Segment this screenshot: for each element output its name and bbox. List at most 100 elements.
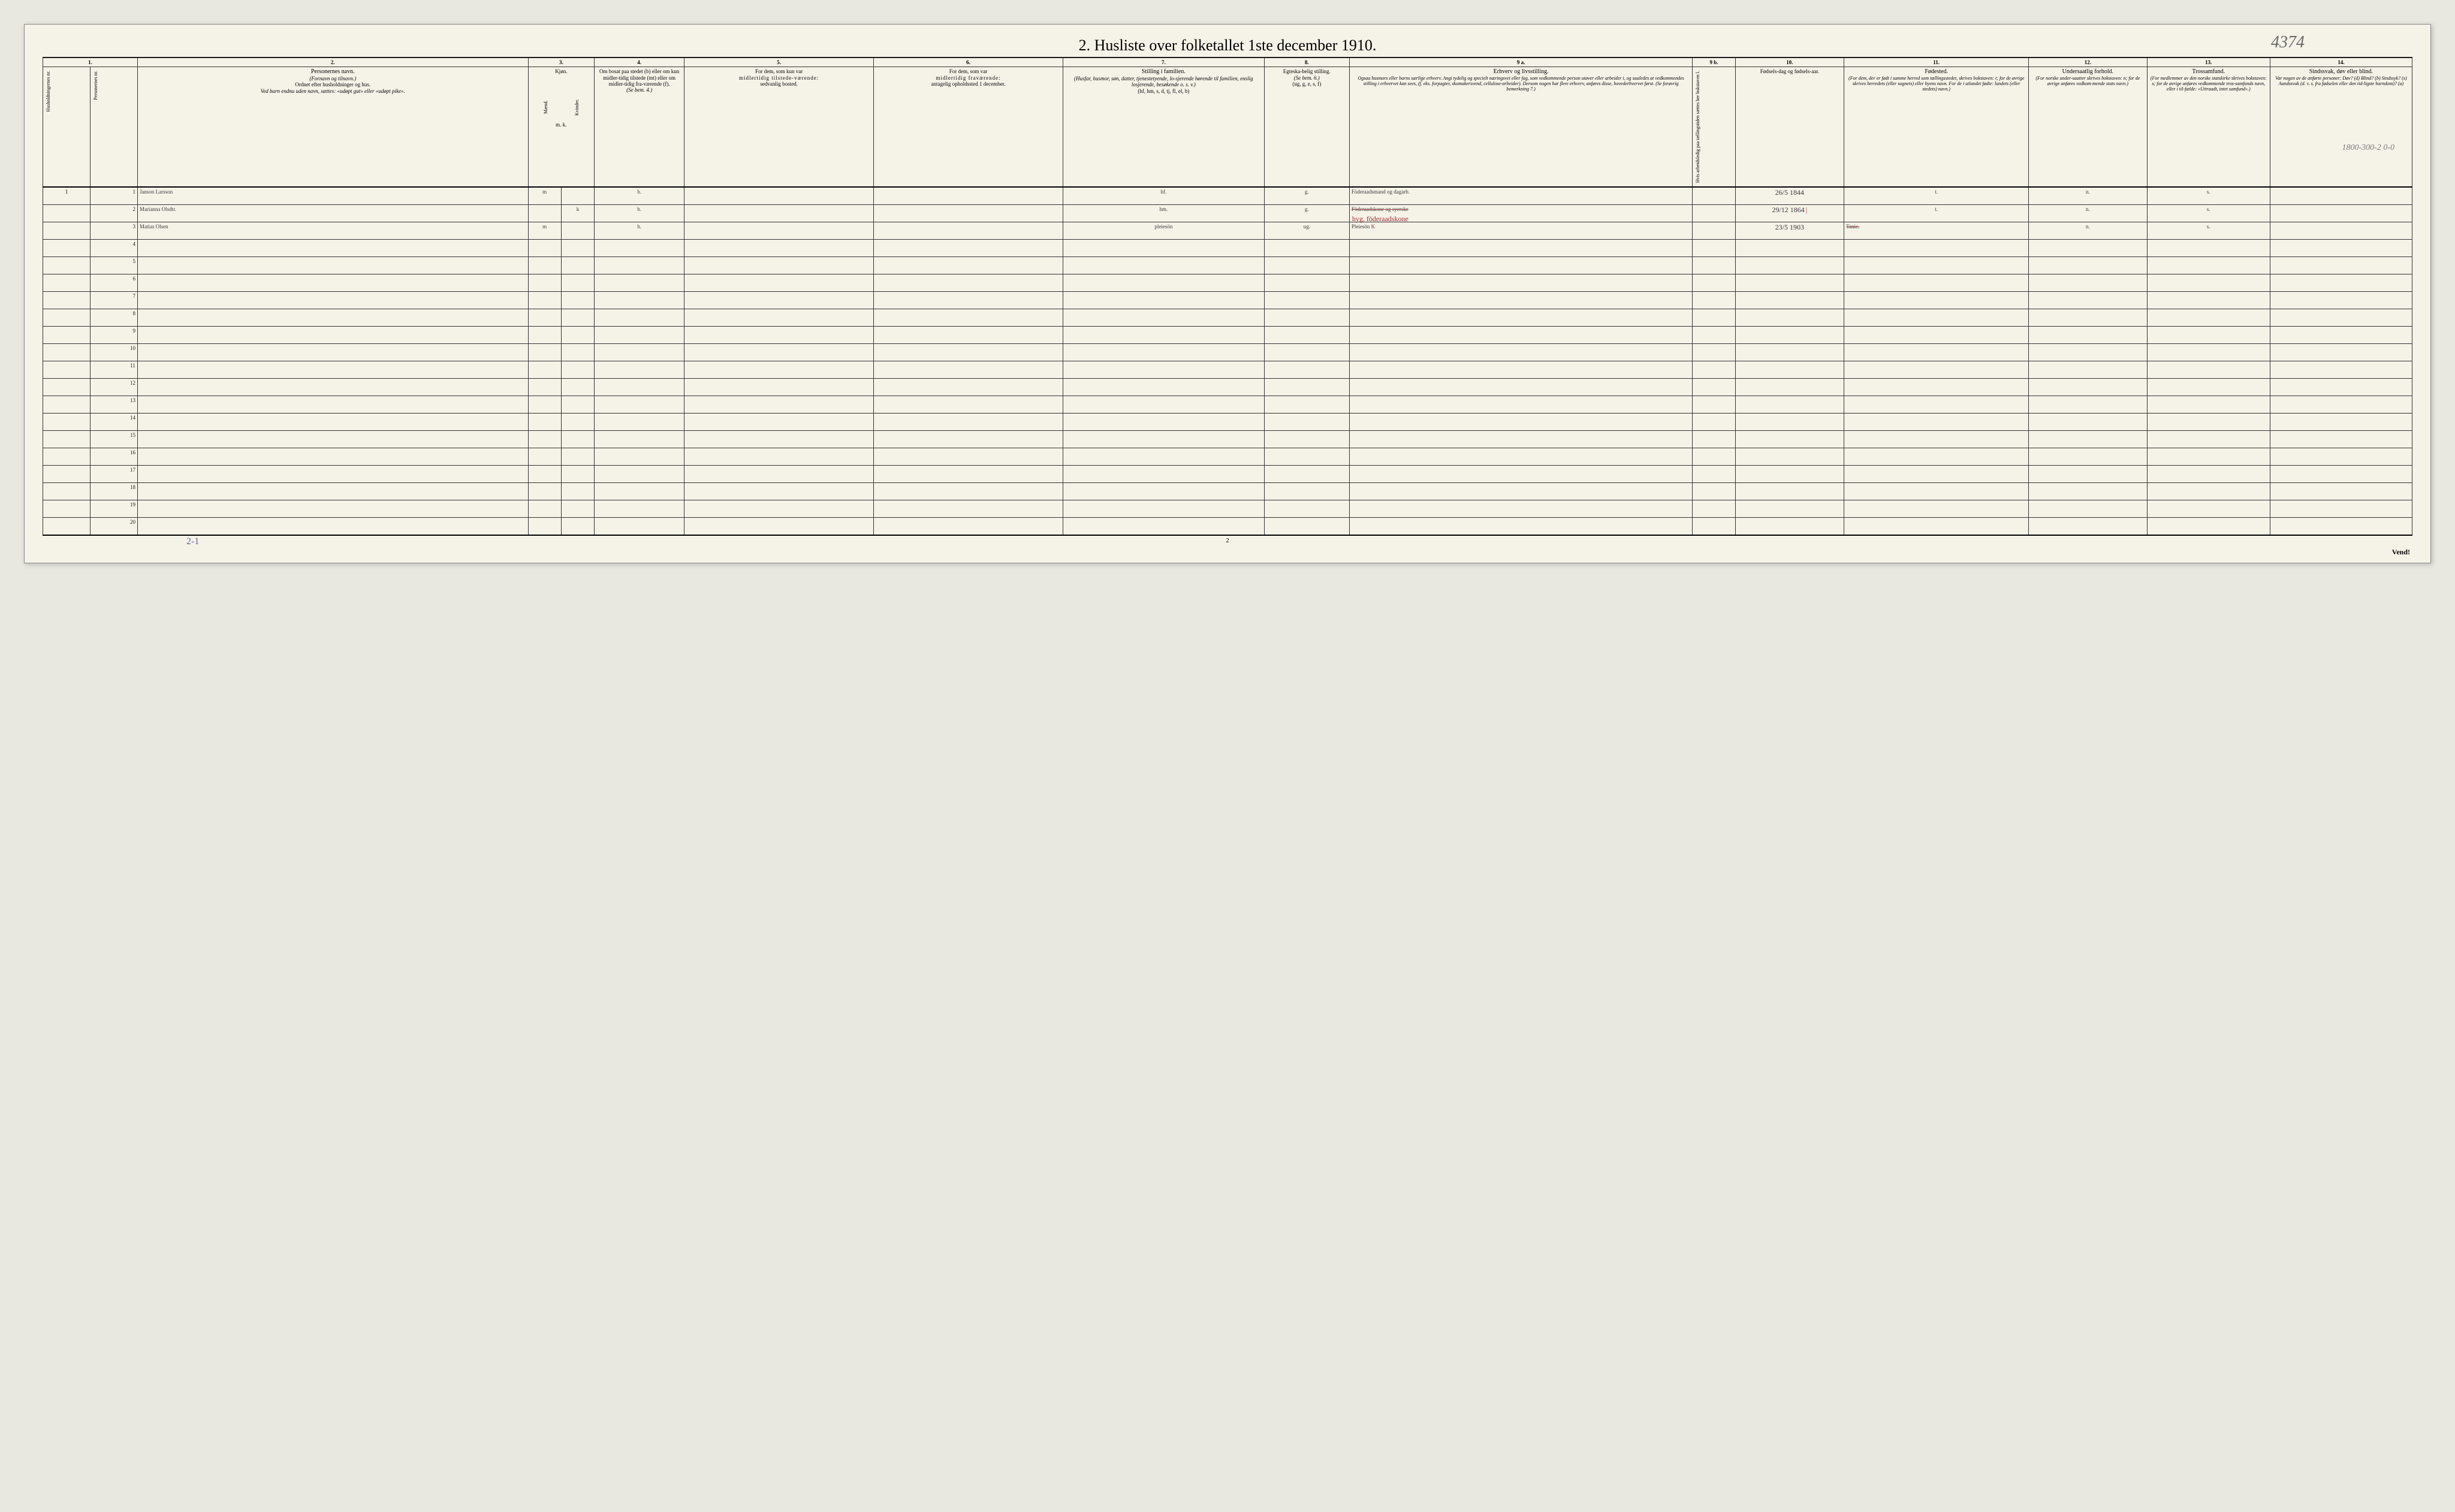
cell-disability <box>2270 187 2412 205</box>
cell-empty <box>684 361 874 379</box>
cell-empty <box>684 483 874 500</box>
cell-empty <box>1063 518 1265 536</box>
cell-personnr: 19 <box>90 500 137 518</box>
cell-empty <box>1844 344 2029 361</box>
cell-empty <box>561 466 594 483</box>
cell-personnr: 4 <box>90 240 137 257</box>
cell-empty <box>2147 257 2270 274</box>
cell-empty <box>1264 396 1349 414</box>
cell-empty <box>1693 448 1735 466</box>
cell-empty <box>2029 292 2147 309</box>
cell-empty <box>595 500 684 518</box>
colnum-8: 8. <box>1264 58 1349 67</box>
cell-temp-absent <box>874 205 1063 222</box>
cell-personnr: 5 <box>90 257 137 274</box>
cell-empty <box>1693 361 1735 379</box>
cell-personnr: 12 <box>90 379 137 396</box>
red-correction: hyg. föderaadskone <box>1352 215 1409 224</box>
colnum-4: 4. <box>595 58 684 67</box>
cell-empty <box>1264 309 1349 327</box>
cell-empty <box>561 292 594 309</box>
red-mark: K <box>1371 224 1376 230</box>
cell-empty <box>528 327 561 344</box>
cell-empty <box>2029 466 2147 483</box>
cell-empty <box>1349 500 1693 518</box>
cell-empty <box>684 396 874 414</box>
cell-empty <box>874 327 1063 344</box>
cell-sex-k <box>561 222 594 240</box>
hdr-sex: Kjøn. Mænd. Kvinder. m. k. <box>528 67 595 188</box>
cell-empty <box>137 448 528 466</box>
table-row: 12 <box>43 379 2412 396</box>
cell-empty <box>2029 309 2147 327</box>
cell-household <box>43 205 91 222</box>
cell-empty <box>1063 240 1265 257</box>
cell-empty <box>1693 483 1735 500</box>
cell-personnr: 20 <box>90 518 137 536</box>
cell-empty <box>528 431 561 448</box>
cell-household <box>43 240 91 257</box>
colnum-14: 14. <box>2270 58 2412 67</box>
cell-empty <box>1349 518 1693 536</box>
table-row: 7 <box>43 292 2412 309</box>
cell-empty <box>137 292 528 309</box>
cell-empty <box>684 257 874 274</box>
table-row: 5 <box>43 257 2412 274</box>
cell-empty <box>1264 327 1349 344</box>
cell-personnr: 10 <box>90 344 137 361</box>
cell-empty <box>561 431 594 448</box>
cell-empty <box>2270 518 2412 536</box>
cell-empty <box>595 292 684 309</box>
cell-religion: s. <box>2147 187 2270 205</box>
page-number-bottom: 2 <box>43 537 2412 544</box>
cell-empty <box>595 361 684 379</box>
hdr-person-nr: Personernes nr. <box>90 67 137 188</box>
table-row: 8 <box>43 309 2412 327</box>
cell-empty <box>1264 292 1349 309</box>
page-title-row: 2. Husliste over folketallet 1ste decemb… <box>43 37 2412 55</box>
cell-empty <box>595 344 684 361</box>
cell-marital: ug. <box>1264 222 1349 240</box>
cell-empty <box>2270 292 2412 309</box>
cell-empty <box>561 396 594 414</box>
cell-empty <box>2147 309 2270 327</box>
cell-empty <box>595 396 684 414</box>
cell-empty <box>1844 483 2029 500</box>
hdr-nationality: Undersaatlig forhold. (For norske under-… <box>2029 67 2147 188</box>
cell-empty <box>1735 396 1844 414</box>
cell-empty <box>137 274 528 292</box>
cell-empty <box>1844 448 2029 466</box>
cell-empty <box>561 518 594 536</box>
cell-empty <box>137 483 528 500</box>
table-row: 3 Matias Olsen m b. pleiesön ug. Pleiesö… <box>43 222 2412 240</box>
table-row: 16 <box>43 448 2412 466</box>
cell-empty <box>1844 309 2029 327</box>
cell-empty <box>1735 483 1844 500</box>
cell-empty <box>561 309 594 327</box>
cell-marital: g. <box>1264 205 1349 222</box>
cell-empty <box>528 448 561 466</box>
vend-label: Vend! <box>43 548 2412 557</box>
cell-empty <box>595 257 684 274</box>
hdr-unemployed: Hvis arbeidsledig paa tællingstiden sætt… <box>1693 67 1735 188</box>
cell-household <box>43 344 91 361</box>
column-number-row: 1. 2. 3. 4. 5. 6. 7. 8. 9 a. 9 b. 10. 11… <box>43 58 2412 67</box>
cell-empty <box>1349 379 1693 396</box>
hdr-birthdate: Fødsels-dag og fødsels-aar. <box>1735 67 1844 188</box>
cell-empty <box>1735 431 1844 448</box>
cell-empty <box>1844 414 2029 431</box>
cell-empty <box>2147 431 2270 448</box>
cell-family: pleiesön <box>1063 222 1265 240</box>
cell-household <box>43 257 91 274</box>
cell-empty <box>1063 327 1265 344</box>
cell-temp-present <box>684 187 874 205</box>
cell-empty <box>595 240 684 257</box>
cell-empty <box>1349 274 1693 292</box>
cell-marital: g. <box>1264 187 1349 205</box>
cell-personnr: 8 <box>90 309 137 327</box>
cell-religion: s. <box>2147 205 2270 222</box>
colnum-9b: 9 b. <box>1693 58 1735 67</box>
cell-empty <box>2270 344 2412 361</box>
cell-sex-m: m <box>528 222 561 240</box>
cell-empty <box>2270 466 2412 483</box>
